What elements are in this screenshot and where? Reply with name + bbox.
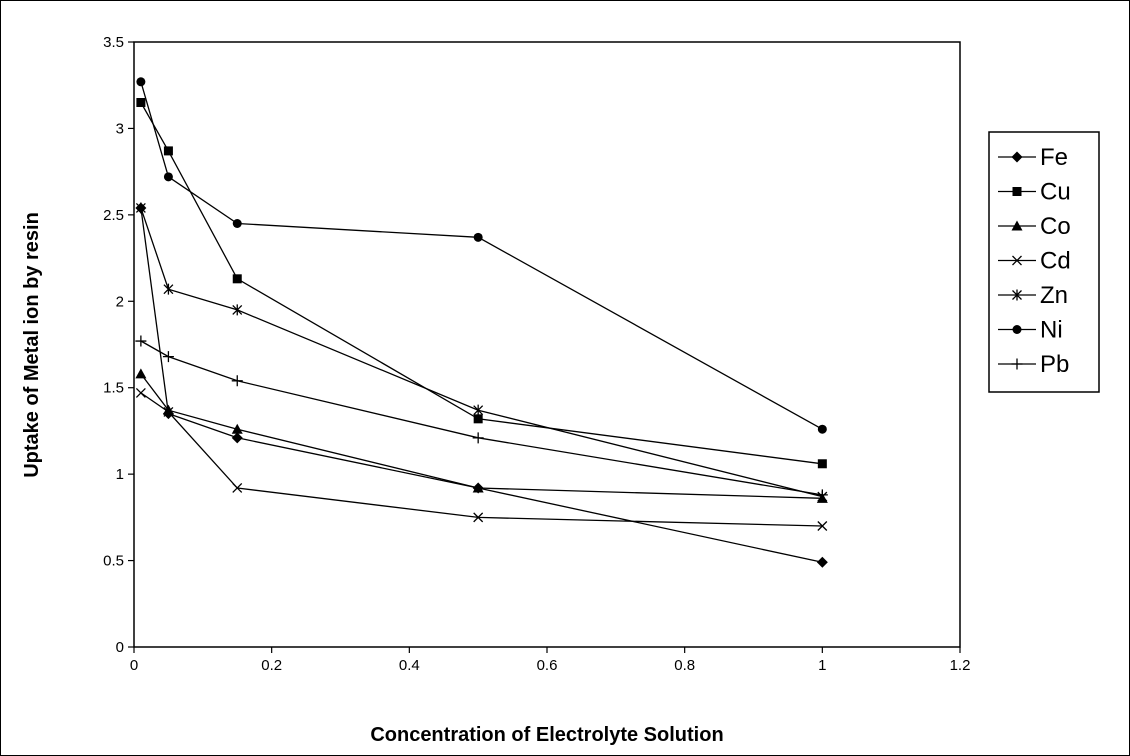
- x-tick-label: 0.6: [537, 657, 558, 674]
- legend-label-co: Co: [1040, 213, 1071, 240]
- data-point-cu: [817, 459, 827, 469]
- x-tick-label: 0: [130, 657, 138, 674]
- legend-item-zn: Zn: [998, 282, 1068, 309]
- data-point-zn: [163, 283, 174, 295]
- data-point-ni: [136, 77, 146, 87]
- data-point-cu: [473, 414, 483, 424]
- y-tick-label: 0: [116, 639, 124, 656]
- data-point-cd: [232, 483, 243, 493]
- x-tick-label: 0.2: [261, 657, 282, 674]
- x-tick-label: 1.2: [950, 657, 971, 674]
- y-tick-label: 1.5: [103, 380, 124, 397]
- data-point-cd: [473, 512, 484, 523]
- y-tick-label: 1: [116, 466, 124, 483]
- data-point-ni: [817, 424, 827, 434]
- legend-item-fe: Fe: [998, 144, 1068, 171]
- legend: Fe Cu Co Cd Zn Ni Pb: [988, 131, 1100, 393]
- y-axis-title: Uptake of Metal ion by resin: [21, 212, 43, 478]
- data-point-zn: [473, 404, 484, 416]
- legend-item-co: Co: [998, 213, 1071, 240]
- legend-item-cd: Cd: [998, 248, 1071, 275]
- legend-marker-zn: [1012, 289, 1022, 301]
- x-tick-label: 0.4: [399, 657, 420, 674]
- data-point-fe: [231, 432, 243, 444]
- legend-marker-pb: [1011, 358, 1023, 370]
- data-point-pb: [472, 432, 484, 444]
- data-point-co: [231, 423, 243, 434]
- data-point-cd: [817, 521, 828, 531]
- legend-label-cd: Cd: [1040, 248, 1071, 275]
- data-point-co: [162, 404, 174, 415]
- data-point-ni: [473, 232, 483, 242]
- data-point-pb: [135, 335, 147, 347]
- legend-marker-cu: [1012, 187, 1022, 196]
- data-point-co: [472, 482, 484, 493]
- y-tick-label: 3.5: [103, 34, 124, 51]
- data-point-cd: [135, 387, 146, 398]
- legend-label-fe: Fe: [1040, 144, 1068, 171]
- legend-item-cu: Cu: [998, 179, 1071, 206]
- legend-label-cu: Cu: [1040, 179, 1071, 206]
- legend-marker-co: [1011, 220, 1023, 231]
- legend-item-ni: Ni: [998, 317, 1063, 344]
- series-cu: [136, 98, 827, 469]
- data-point-cu: [136, 98, 146, 107]
- legend-marker-cd: [1012, 255, 1022, 266]
- x-tick-label: 1: [818, 657, 826, 674]
- y-tick-label: 0.5: [103, 553, 124, 570]
- legend-label-ni: Ni: [1040, 317, 1063, 344]
- legend-label-pb: Pb: [1040, 351, 1069, 378]
- y-tick-label: 3: [116, 120, 124, 137]
- series-layer: [135, 77, 828, 568]
- data-point-pb: [816, 489, 828, 501]
- data-point-cd: [163, 406, 174, 417]
- series-pb: [135, 335, 828, 501]
- data-point-ni: [232, 219, 242, 228]
- data-point-cu: [232, 274, 242, 284]
- x-tick-label: 0.8: [674, 657, 695, 674]
- legend-box: [988, 131, 1100, 393]
- data-point-cu: [163, 146, 173, 156]
- legend-item-pb: Pb: [998, 351, 1069, 378]
- series-ni: [136, 77, 827, 434]
- series-cd: [135, 387, 828, 531]
- x-axis-ticks: 0 0.2 0.4 0.6 0.8 1 1.2: [130, 647, 971, 674]
- y-tick-label: 2: [116, 293, 124, 310]
- legend-marker-fe: [1011, 151, 1023, 163]
- data-point-zn: [135, 202, 146, 214]
- data-point-pb: [231, 375, 243, 387]
- data-point-ni: [163, 172, 173, 182]
- plot-area: [133, 41, 961, 648]
- legend-label-zn: Zn: [1040, 282, 1068, 309]
- data-point-pb: [162, 351, 174, 363]
- legend-marker-ni: [1012, 325, 1022, 334]
- data-point-zn: [232, 304, 243, 316]
- data-point-co: [135, 368, 147, 379]
- data-point-fe: [816, 556, 828, 568]
- y-tick-label: 2.5: [103, 207, 124, 224]
- x-axis-title: Concentration of Electrolyte Solution: [370, 724, 723, 746]
- y-axis-ticks: 0 0.5 1 1.5 2 2.5 3 3.5: [103, 34, 134, 656]
